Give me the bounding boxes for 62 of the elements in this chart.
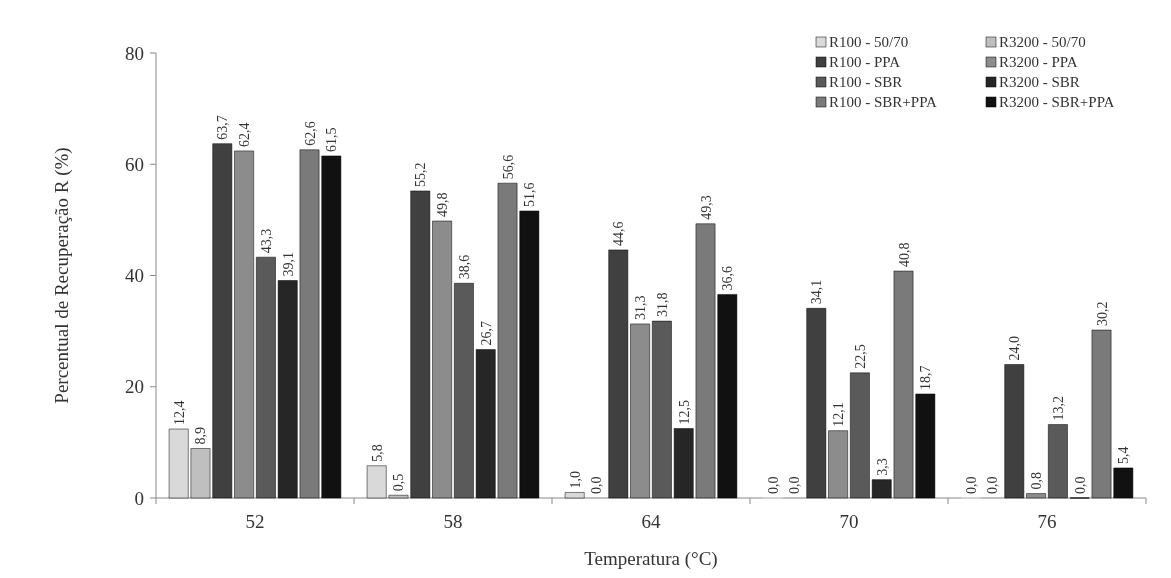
x-tick-label: 58 xyxy=(443,511,463,532)
data-label: 0,8 xyxy=(1029,472,1045,490)
legend-label: R3200 - SBR xyxy=(999,74,1080,90)
data-label: 0,5 xyxy=(391,473,407,492)
data-label: 36,6 xyxy=(720,265,736,291)
data-label: 63,7 xyxy=(215,115,231,140)
data-label: 18,7 xyxy=(918,365,934,390)
y-tick-label: 60 xyxy=(125,153,144,175)
x-tick-label: 76 xyxy=(1037,511,1057,532)
data-label: 34,1 xyxy=(809,279,825,305)
data-label: 55,2 xyxy=(413,162,429,187)
data-label: 24,0 xyxy=(1007,336,1023,361)
data-label: 40,8 xyxy=(896,242,912,268)
data-label: 12,1 xyxy=(831,402,847,427)
y-axis-title: Percentual de Recuperação R (%) xyxy=(51,147,73,404)
legend-label: R3200 - PPA xyxy=(999,54,1078,70)
data-label: 13,2 xyxy=(1050,396,1066,421)
data-label: 30,2 xyxy=(1094,301,1110,327)
y-tick-label: 80 xyxy=(125,42,144,64)
data-label: 1,0 xyxy=(567,470,583,489)
legend-label: R100 - PPA xyxy=(829,54,901,70)
data-label: 62,6 xyxy=(302,121,318,146)
data-label: 0,0 xyxy=(963,476,979,494)
data-label: 38,6 xyxy=(456,254,472,280)
data-label: 8,9 xyxy=(193,426,209,445)
data-label: 12,4 xyxy=(171,400,187,426)
data-label: 43,3 xyxy=(258,228,274,254)
data-label: 5,4 xyxy=(1116,446,1132,464)
data-label: 39,1 xyxy=(280,252,296,277)
data-label: 5,8 xyxy=(369,444,385,462)
data-label: 22,5 xyxy=(852,344,868,369)
data-label: 0,0 xyxy=(985,476,1001,494)
data-label: 31,8 xyxy=(654,292,670,318)
data-label: 62,4 xyxy=(237,122,253,147)
data-label: 49,8 xyxy=(435,192,451,217)
bar xyxy=(564,492,585,499)
y-tick-label: 20 xyxy=(125,376,144,398)
legend-label: R100 - 50/70 xyxy=(829,34,909,50)
data-label: 61,5 xyxy=(324,127,340,152)
data-label: 31,3 xyxy=(633,295,649,320)
y-tick-label: 40 xyxy=(125,265,144,287)
legend-label: R100 - SBR+PPA xyxy=(829,94,938,110)
bar xyxy=(1048,424,1068,499)
data-label: 51,6 xyxy=(522,182,538,207)
x-tick-label: 52 xyxy=(245,511,265,532)
legend-label: R3200 - 50/70 xyxy=(999,34,1086,50)
data-label: 0,0 xyxy=(1072,476,1088,494)
x-axis-title: Temperatura (°C) xyxy=(584,548,718,570)
x-tick-label: 70 xyxy=(839,511,859,532)
data-label: 44,6 xyxy=(611,221,627,246)
data-label: 56,6 xyxy=(500,154,516,180)
data-label: 0,0 xyxy=(765,476,781,494)
data-label: 3,3 xyxy=(874,458,890,476)
legend-label: R3200 - SBR+PPA xyxy=(999,94,1115,110)
y-tick-label: 0 xyxy=(134,487,144,509)
x-tick-label: 64 xyxy=(641,511,661,532)
data-label: 26,7 xyxy=(478,320,494,346)
data-label: 0,0 xyxy=(787,476,803,494)
legend-label: R100 - SBR xyxy=(829,74,903,90)
data-label: 12,5 xyxy=(676,399,692,425)
data-label: 0,0 xyxy=(589,476,605,494)
data-label: 49,3 xyxy=(698,195,714,220)
